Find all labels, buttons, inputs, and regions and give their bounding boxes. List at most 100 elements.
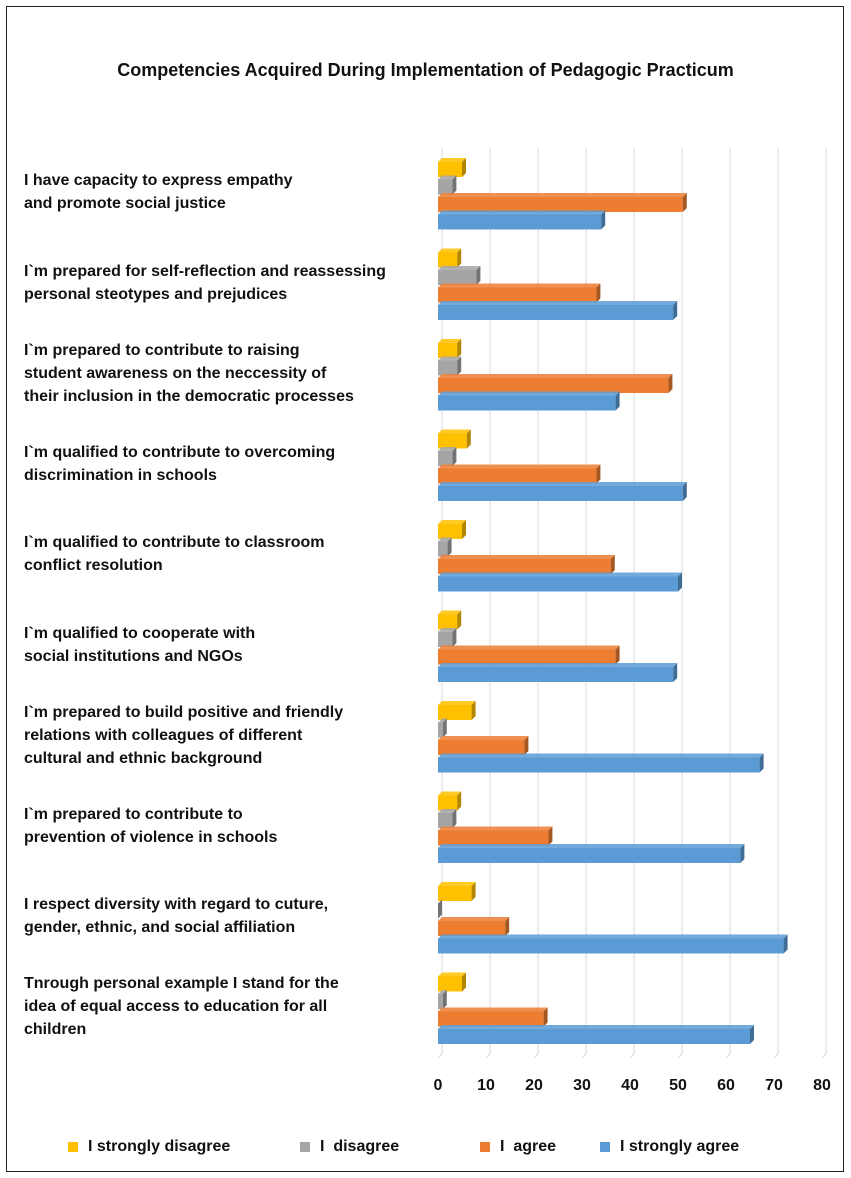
category-label: Tnrough personal example I stand for the… [24,972,424,1041]
legend-label: I strongly disagree [88,1138,231,1155]
x-tick-label: 0 [434,1077,443,1094]
bar [438,360,458,376]
category-label-line: cultural and ethnic background [24,749,263,767]
bar [438,938,784,954]
bar [438,197,683,212]
bar-side [447,537,452,557]
bar-side [476,266,481,285]
bar-top [438,210,606,215]
bar-side [452,809,457,828]
category-label-line: gender, ethnic, and social affiliation [24,919,296,936]
category-label: I have capacity to express empathy and pr… [24,169,424,215]
bar-top [438,266,481,270]
category-label-line: I`m prepared to contribute to [24,805,243,823]
bar-top [438,429,471,434]
bar-side [442,990,447,1009]
category-label-line: I`m qualified to contribute to overcomin… [24,443,336,461]
bar-side [615,645,620,665]
bar [438,813,453,828]
bar-side [548,826,553,846]
bar-side [601,210,606,230]
chart-title: Competencies Acquired During Implementat… [117,60,734,80]
bar-top [438,663,678,667]
bar-top [438,301,678,305]
legend-item: I disagree [300,1138,399,1156]
category-label-line: I respect diversity with regard to cutur… [24,896,329,913]
bar-side [457,610,462,630]
bar [438,576,678,592]
gridline-foot [773,1053,779,1059]
bar-side [471,882,476,901]
category-label-line: and promote social justice [24,195,226,212]
bar-side [462,520,466,539]
bar-top [438,645,620,650]
bar-top [438,464,601,469]
bar [438,541,448,557]
bar-top [438,809,457,813]
category-label-line: Tnrough personal example I stand for the [24,975,339,992]
bar-top [438,537,452,542]
bar-side [462,158,466,177]
bar-top [438,1025,754,1029]
bar [438,451,453,466]
x-tick-label: 80 [813,1077,831,1094]
legend-swatch [480,1142,490,1152]
bar-side [471,701,476,720]
bar-side [452,628,457,647]
gridline-foot [629,1053,635,1059]
bar-side [457,356,462,376]
bar-side [452,447,457,466]
bar-side [438,899,442,919]
bar [438,270,477,285]
bar [438,830,549,846]
bar [438,722,443,738]
x-tick-label: 40 [621,1077,639,1094]
bar [438,378,669,393]
bar-side [673,663,678,682]
bar [438,395,616,411]
bar-side [783,934,788,954]
category-label: I`m qualified to contribute to overcomin… [24,441,424,487]
category-label-line: I`m qualified to contribute to classroom [24,534,325,551]
category-label-line: I`m prepared to build positive and frien… [24,703,344,721]
bar [438,705,472,720]
category-label-line: their inclusion in the democratic proces… [24,387,354,405]
bar-top [438,701,476,705]
bar-side [457,791,462,811]
legend-label: I agree [500,1138,557,1155]
category-label-line: student awareness on the neccessity of [24,364,327,382]
category-label-line: relations with colleagues of different [24,726,303,744]
bar [438,921,506,936]
bar-side [466,429,471,449]
category-label-line: discrimination in schools [24,466,217,484]
x-tick-label: 70 [765,1077,783,1094]
category-label-line: idea of equal access to education for al… [24,998,328,1015]
bar-side [750,1025,754,1044]
x-tick-label: 60 [717,1077,735,1094]
bar [438,795,458,811]
x-tick-label: 30 [573,1077,591,1094]
bar-top [438,447,457,451]
bar-top [438,555,615,559]
bar-top [438,610,462,615]
legend-item: I agree [480,1138,556,1156]
bar-top [438,482,687,486]
bar-top [438,753,764,758]
bar [438,162,462,177]
bar [438,614,458,630]
bar [438,559,611,574]
bar-side [668,374,673,393]
bar-top [438,248,462,253]
bar [438,994,443,1009]
legend-item: I strongly disagree [68,1138,230,1156]
legend: I strongly disagree I disagree I agree I st… [0,1138,851,1162]
bar [438,667,674,682]
bar-top [438,175,457,180]
bar-top [438,917,510,921]
gridline-foot [485,1053,491,1059]
bar-top [438,628,457,632]
bar-top [438,391,620,396]
bar-top [438,572,682,577]
category-label-line: conflict resolution [24,557,163,574]
bar [438,886,472,901]
